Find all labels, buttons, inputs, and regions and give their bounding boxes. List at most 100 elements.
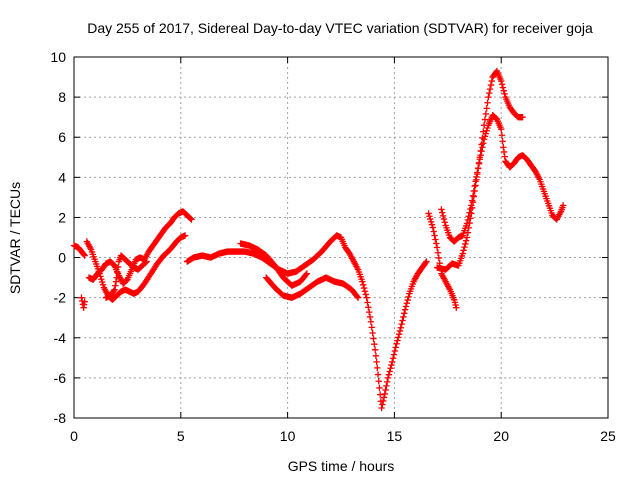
data-point bbox=[485, 93, 492, 101]
data-point bbox=[112, 282, 119, 289]
data-trace bbox=[184, 232, 430, 412]
data-trace bbox=[102, 252, 150, 301]
data-point bbox=[401, 310, 408, 317]
data-point bbox=[471, 187, 478, 195]
data-point bbox=[501, 153, 508, 160]
data-point bbox=[481, 116, 489, 123]
data-point bbox=[383, 378, 391, 386]
data-point bbox=[302, 271, 310, 278]
data-point bbox=[464, 229, 472, 236]
axis-ticks: 0 5 10 15 20 25 -8 -6 -4 -2 0 2 4 6 8 10 bbox=[50, 49, 616, 444]
data-point bbox=[462, 237, 470, 244]
data-point bbox=[474, 165, 482, 172]
data-point bbox=[371, 340, 378, 348]
data-point bbox=[114, 263, 122, 271]
y-tick-label: 2 bbox=[58, 209, 66, 225]
data-point bbox=[379, 397, 387, 405]
x-tick-label: 25 bbox=[600, 428, 616, 444]
data-point bbox=[375, 378, 382, 385]
data-point bbox=[422, 259, 429, 266]
y-tick-label: 4 bbox=[58, 169, 66, 185]
data-point bbox=[425, 210, 432, 217]
data-point bbox=[113, 274, 120, 281]
data-point bbox=[499, 84, 507, 91]
data-point bbox=[469, 199, 477, 206]
data-point bbox=[439, 212, 447, 220]
y-tick-label: 0 bbox=[58, 250, 66, 266]
data-point bbox=[382, 386, 389, 394]
data-point bbox=[484, 124, 491, 132]
data-point bbox=[402, 303, 410, 310]
x-tick-label: 10 bbox=[280, 428, 296, 444]
data-point bbox=[483, 127, 490, 135]
data-point bbox=[405, 293, 412, 301]
data-point bbox=[498, 81, 506, 88]
data-point bbox=[465, 224, 472, 232]
data-point bbox=[376, 391, 384, 398]
data-point bbox=[427, 215, 434, 223]
data-point bbox=[453, 304, 460, 311]
data-point bbox=[353, 293, 361, 300]
data-trace bbox=[263, 274, 362, 301]
data-points bbox=[70, 67, 567, 412]
data-point bbox=[500, 148, 508, 156]
data-point bbox=[142, 259, 149, 266]
data-point bbox=[386, 368, 393, 375]
data-point bbox=[486, 85, 494, 93]
data-point bbox=[379, 401, 386, 408]
data-point bbox=[371, 346, 379, 354]
data-point bbox=[188, 216, 195, 223]
data-point bbox=[80, 251, 88, 258]
data-point bbox=[498, 132, 506, 139]
data-point bbox=[467, 215, 474, 222]
data-point bbox=[378, 404, 385, 412]
data-point bbox=[463, 234, 471, 241]
data-point bbox=[143, 258, 150, 265]
data-point bbox=[110, 287, 117, 295]
data-point bbox=[360, 284, 368, 292]
data-point bbox=[470, 193, 478, 200]
data-point bbox=[466, 219, 473, 227]
data-trace bbox=[433, 67, 526, 273]
data-trace bbox=[438, 111, 567, 245]
data-point bbox=[394, 337, 401, 344]
data-point bbox=[477, 147, 484, 155]
data-point bbox=[423, 258, 430, 265]
data-point bbox=[461, 243, 468, 251]
data-point bbox=[374, 371, 382, 378]
chart-title: Day 255 of 2017, Sidereal Day-to-day VTE… bbox=[87, 20, 593, 36]
data-point bbox=[500, 87, 507, 94]
data-point bbox=[433, 240, 440, 247]
y-tick-label: -2 bbox=[54, 290, 67, 306]
data-point bbox=[431, 232, 438, 239]
data-point bbox=[396, 327, 404, 335]
x-tick-label: 5 bbox=[177, 428, 185, 444]
data-point bbox=[99, 281, 107, 289]
x-tick-label: 20 bbox=[493, 428, 509, 444]
data-point bbox=[468, 210, 475, 217]
data-point bbox=[438, 206, 445, 213]
data-point bbox=[401, 306, 409, 313]
x-axis-label: GPS time / hours bbox=[288, 458, 395, 474]
data-point bbox=[487, 81, 495, 89]
data-point bbox=[400, 313, 407, 321]
data-point bbox=[430, 228, 437, 235]
data-point bbox=[462, 240, 469, 248]
data-point bbox=[473, 176, 480, 183]
data-point bbox=[479, 134, 486, 142]
data-point bbox=[365, 308, 373, 316]
data-point bbox=[370, 335, 377, 342]
data-point bbox=[483, 105, 490, 112]
y-tick-label: -4 bbox=[54, 330, 67, 346]
data-point bbox=[364, 299, 371, 306]
data-point bbox=[498, 126, 505, 133]
data-point bbox=[439, 209, 446, 216]
data-point bbox=[368, 324, 375, 331]
data-point bbox=[392, 344, 399, 351]
data-point bbox=[362, 291, 369, 298]
data-point bbox=[432, 236, 439, 243]
data-point bbox=[397, 324, 405, 331]
data-point bbox=[427, 218, 435, 226]
gridlines bbox=[74, 57, 608, 418]
data-point bbox=[488, 77, 496, 85]
